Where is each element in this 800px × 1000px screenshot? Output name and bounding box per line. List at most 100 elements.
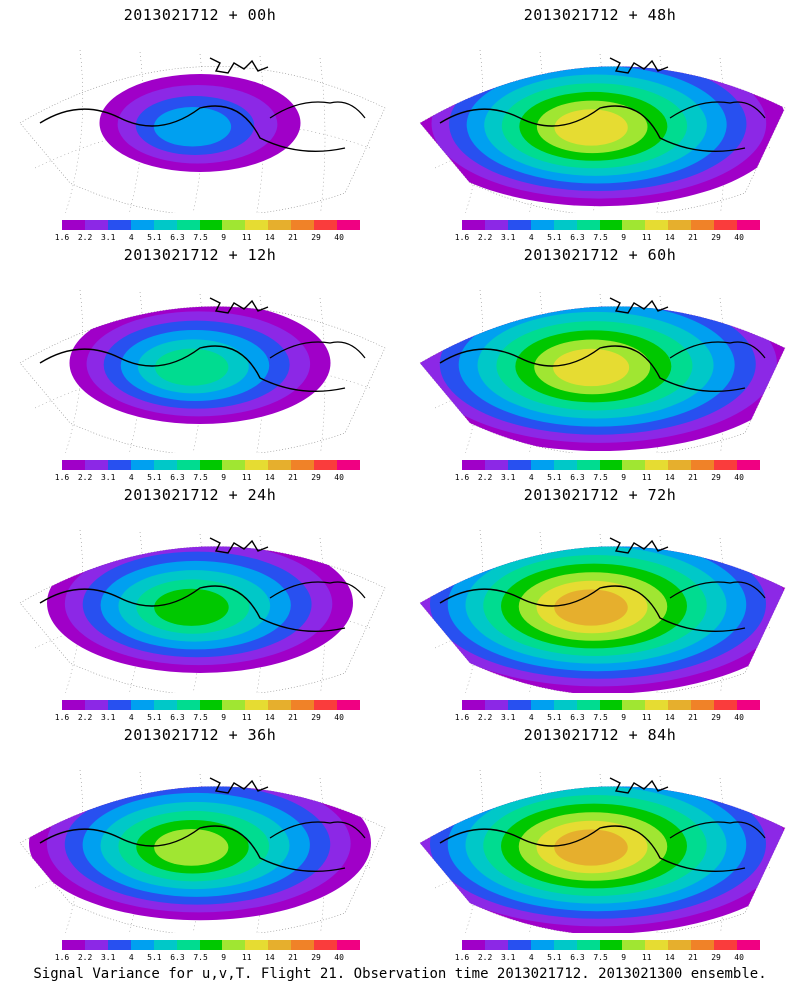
color-bar-tick-label: 2.2: [477, 713, 493, 722]
variance-map: [419, 289, 786, 453]
color-bar-tick-label: 11: [241, 233, 252, 242]
color-bar-tick-label: 29: [711, 953, 721, 962]
color-bar-segment: [268, 220, 292, 230]
color-bar-segment: [691, 220, 715, 230]
color-bar-segment: [576, 460, 600, 470]
color-bar: [62, 700, 360, 710]
color-bar-segment: [507, 940, 531, 950]
color-bar-tick-label: 7.5: [193, 473, 208, 482]
color-bar: [62, 460, 360, 470]
color-bar-tick-label: 4: [128, 233, 134, 242]
color-bar-segment: [737, 220, 760, 230]
color-bar-segment: [268, 940, 292, 950]
color-bar-tick-label: 3.1: [500, 713, 516, 722]
color-bar-tick-label: 11: [241, 473, 252, 482]
color-bar-segment: [576, 220, 600, 230]
color-bar-tick-label: 11: [641, 713, 652, 722]
color-bar-ticks: 1.6 2.2 3.1 4 5.1 6.3 7.5 9 11 14 21 29 40: [55, 713, 360, 723]
variance-map: [419, 769, 786, 933]
color-bar-segment: [153, 700, 177, 710]
color-bar-segment: [84, 940, 108, 950]
variance-contour: [553, 348, 630, 387]
color-bar-tick-label: 4: [128, 953, 134, 962]
color-bar-tick-label: 7.5: [193, 953, 208, 962]
color-bar-tick-label: 21: [688, 473, 698, 482]
variance-contour: [554, 109, 628, 146]
color-bar: [462, 940, 760, 950]
color-bar-tick-label: 9: [621, 953, 627, 962]
color-bar-tick-label: 7.5: [593, 713, 608, 722]
color-bar-tick-label: 40: [734, 473, 744, 482]
color-bar-tick-label: 40: [334, 233, 344, 242]
color-bar-tick-label: 4: [528, 473, 534, 482]
color-bar-tick-label: 21: [288, 233, 298, 242]
color-bar-segment: [668, 940, 692, 950]
color-bar-segment: [222, 460, 246, 470]
color-bar-tick-label: 4: [528, 233, 534, 242]
color-bar-tick-label: 5.1: [547, 713, 562, 722]
variance-contour: [554, 829, 628, 866]
color-bar-tick-label: 21: [288, 473, 298, 482]
color-bar-segment: [645, 460, 669, 470]
color-bar-segment: [462, 460, 485, 470]
color-bar-segment: [222, 700, 246, 710]
map-panel: 2013021712 + 48h 1.6 2.2 3.1 4 5.1 6.3 7.5 9 11 14…: [400, 0, 800, 243]
color-bar-segment: [691, 700, 715, 710]
color-bar-tick-label: 1.6: [54, 953, 70, 962]
color-bar-tick-label: 5.1: [547, 473, 562, 482]
color-bar-segment: [691, 460, 715, 470]
color-bar-tick-label: 1.6: [54, 233, 70, 242]
color-bar-segment: [622, 940, 646, 950]
color-bar-segment: [314, 460, 338, 470]
color-bar-segment: [737, 460, 760, 470]
color-bar-ticks: 1.6 2.2 3.1 4 5.1 6.3 7.5 9 11 14 21 29 40: [455, 233, 760, 243]
color-bar-tick-label: 5.1: [147, 953, 162, 962]
map-panel: 2013021712 + 00h 1.6 2.2 3.1 4 5.1 6.3 7.5 9 11 14…: [0, 0, 400, 242]
color-bar-tick-label: 29: [311, 953, 321, 962]
color-bar-tick-label: 3.1: [100, 473, 116, 482]
color-bar-segment: [530, 700, 554, 710]
color-bar-segment: [337, 220, 360, 230]
color-bar-tick-label: 6.3: [170, 713, 185, 722]
panel-title: 2013021712 + 12h: [123, 246, 277, 264]
color-bar-segment: [622, 220, 646, 230]
color-bar-segment: [737, 940, 760, 950]
color-bar-segment: [530, 220, 554, 230]
color-bar-segment: [484, 220, 508, 230]
color-bar-tick-label: 1.6: [454, 713, 470, 722]
color-bar: [62, 940, 360, 950]
color-bar-tick-label: 9: [221, 233, 227, 242]
color-bar-segment: [462, 700, 485, 710]
color-bar-segment: [245, 940, 269, 950]
color-bar-tick-label: 14: [665, 233, 675, 242]
color-bar-tick-label: 9: [621, 473, 627, 482]
color-bar-segment: [268, 460, 292, 470]
color-bar-tick-label: 5.1: [147, 713, 162, 722]
color-bar-tick-label: 4: [528, 953, 534, 962]
panel-title: 2013021712 + 00h: [123, 6, 277, 24]
color-bar-segment: [153, 220, 177, 230]
color-bar-tick-label: 7.5: [593, 953, 608, 962]
color-bar-tick-label: 3.1: [100, 953, 116, 962]
color-bar-segment: [530, 460, 554, 470]
color-bar-segment: [484, 700, 508, 710]
color-bar-tick-label: 2.2: [477, 473, 493, 482]
variance-map: [19, 529, 386, 693]
color-bar-segment: [62, 220, 85, 230]
color-bar-tick-label: 6.3: [570, 713, 585, 722]
color-bar-tick-label: 14: [265, 473, 275, 482]
color-bar-tick-label: 6.3: [170, 953, 185, 962]
color-bar-tick-label: 14: [665, 473, 675, 482]
color-bar-tick-label: 6.3: [570, 953, 585, 962]
color-bar-tick-label: 11: [641, 473, 652, 482]
color-bar-segment: [668, 460, 692, 470]
color-bar-tick-label: 6.3: [570, 233, 585, 242]
color-bar-tick-label: 2.2: [77, 953, 93, 962]
color-bar-segment: [130, 940, 154, 950]
color-bar-tick-label: 40: [334, 953, 344, 962]
variance-map: [419, 529, 786, 693]
color-bar-tick-label: 3.1: [100, 233, 116, 242]
color-bar-segment: [291, 460, 315, 470]
color-bar-tick-label: 14: [265, 713, 275, 722]
color-bar-tick-label: 7.5: [593, 233, 608, 242]
